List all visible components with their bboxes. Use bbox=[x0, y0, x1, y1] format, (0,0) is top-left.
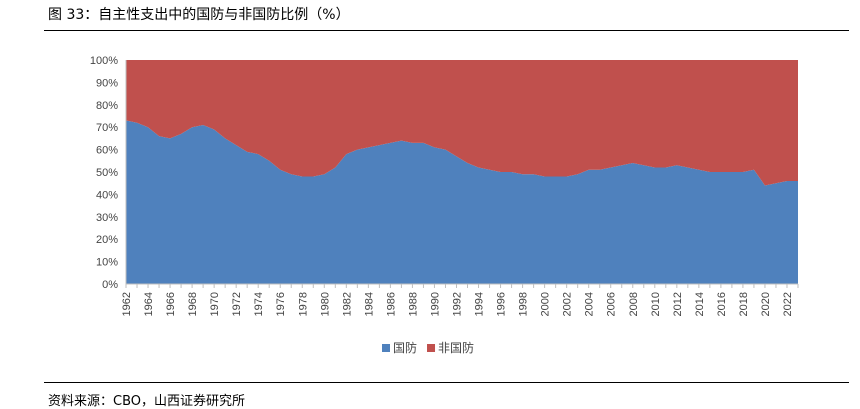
figure-title: 图 33：自主性支出中的国防与非国防比例（%） bbox=[48, 7, 350, 23]
x-tick-label: 1962 bbox=[121, 292, 133, 316]
x-axis: 1962 1964 1966 1968 1970 1972 1974 1976 1978 1980… bbox=[121, 283, 799, 316]
x-tick-label: 1996 bbox=[496, 292, 508, 316]
top-rule bbox=[44, 30, 849, 31]
x-tick-label: 2018 bbox=[738, 292, 750, 316]
x-tick-label: 1990 bbox=[429, 292, 441, 316]
x-tick-label: 1966 bbox=[165, 292, 177, 316]
x-tick-label: 1992 bbox=[451, 292, 463, 316]
x-tick-label: 1982 bbox=[341, 292, 353, 316]
y-tick-label: 0% bbox=[102, 279, 118, 291]
y-tick-label: 10% bbox=[96, 257, 118, 269]
y-tick-label: 20% bbox=[96, 234, 118, 246]
x-tick-label: 1994 bbox=[474, 292, 486, 316]
x-tick-label: 1998 bbox=[518, 292, 530, 316]
legend-label-1: 非国防 bbox=[438, 340, 474, 355]
y-tick-label: 80% bbox=[96, 100, 118, 112]
x-tick-label: 1978 bbox=[297, 292, 309, 316]
area-series-0 bbox=[126, 120, 798, 284]
legend-swatch-1 bbox=[427, 344, 436, 352]
x-tick-label: 2010 bbox=[650, 292, 662, 316]
x-tick-label: 2014 bbox=[694, 292, 706, 316]
x-tick-label: 1968 bbox=[187, 292, 199, 316]
x-tick-label: 1986 bbox=[385, 292, 397, 316]
x-tick-label: 2016 bbox=[716, 292, 728, 316]
y-tick-label: 60% bbox=[96, 145, 118, 157]
bottom-rule bbox=[44, 382, 849, 383]
y-tick-label: 40% bbox=[96, 189, 118, 201]
legend-swatch-0 bbox=[382, 344, 390, 352]
area-series-1 bbox=[126, 60, 798, 186]
x-tick-label: 2012 bbox=[672, 292, 684, 316]
y-tick-label: 100% bbox=[90, 55, 118, 67]
x-tick-label: 1974 bbox=[253, 292, 265, 316]
y-tick-label: 70% bbox=[96, 122, 118, 134]
legend: 国防 非国防 bbox=[382, 340, 474, 355]
x-tick-label: 1984 bbox=[363, 292, 375, 316]
x-tick-label: 1988 bbox=[407, 292, 419, 316]
x-tick-label: 2000 bbox=[540, 292, 552, 316]
chart-areas bbox=[126, 60, 798, 284]
x-tick-label: 2020 bbox=[760, 292, 772, 316]
y-axis: 0% 10% 20% 30% 40% 50% 60% 70% 80% 90% 100% bbox=[90, 55, 127, 291]
x-tick-label: 2004 bbox=[584, 292, 596, 316]
x-tick-label: 2006 bbox=[606, 292, 618, 316]
x-tick-label: 2008 bbox=[628, 292, 640, 316]
source-note: 资料来源：CBO，山西证券研究所 bbox=[48, 394, 245, 409]
x-tick-label: 1964 bbox=[143, 292, 155, 316]
y-tick-label: 30% bbox=[96, 212, 118, 224]
x-tick-label: 1976 bbox=[275, 292, 287, 316]
x-tick-label: 1972 bbox=[231, 292, 243, 316]
x-tick-label: 2022 bbox=[782, 292, 794, 316]
legend-label-0: 国防 bbox=[393, 340, 417, 355]
y-tick-label: 90% bbox=[96, 77, 118, 89]
x-tick-label: 2002 bbox=[562, 292, 574, 316]
x-tick-label: 1980 bbox=[319, 292, 331, 316]
chart: 0%10%20%30%40%50%60%70%80%90%100% 1962 19… bbox=[90, 55, 799, 355]
x-tick-label: 1970 bbox=[209, 292, 221, 316]
y-tick-label: 50% bbox=[96, 167, 118, 179]
